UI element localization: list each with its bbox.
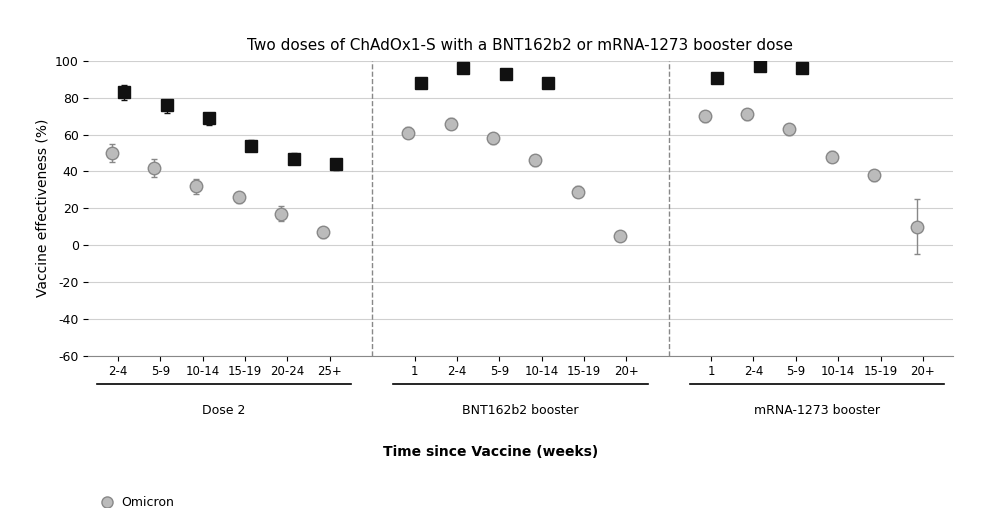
Title: Two doses of ChAdOx1-S with a BNT162b2 or mRNA-1273 booster dose: Two doses of ChAdOx1-S with a BNT162b2 o… [247, 38, 793, 53]
Text: Dose 2: Dose 2 [202, 404, 246, 417]
Text: BNT162b2 booster: BNT162b2 booster [463, 404, 578, 417]
Text: mRNA-1273 booster: mRNA-1273 booster [754, 404, 880, 417]
Text: Time since Vaccine (weeks): Time since Vaccine (weeks) [383, 444, 599, 459]
Legend: Omicron, Delta: Omicron, Delta [94, 491, 179, 508]
Y-axis label: Vaccine effectiveness (%): Vaccine effectiveness (%) [35, 119, 49, 298]
